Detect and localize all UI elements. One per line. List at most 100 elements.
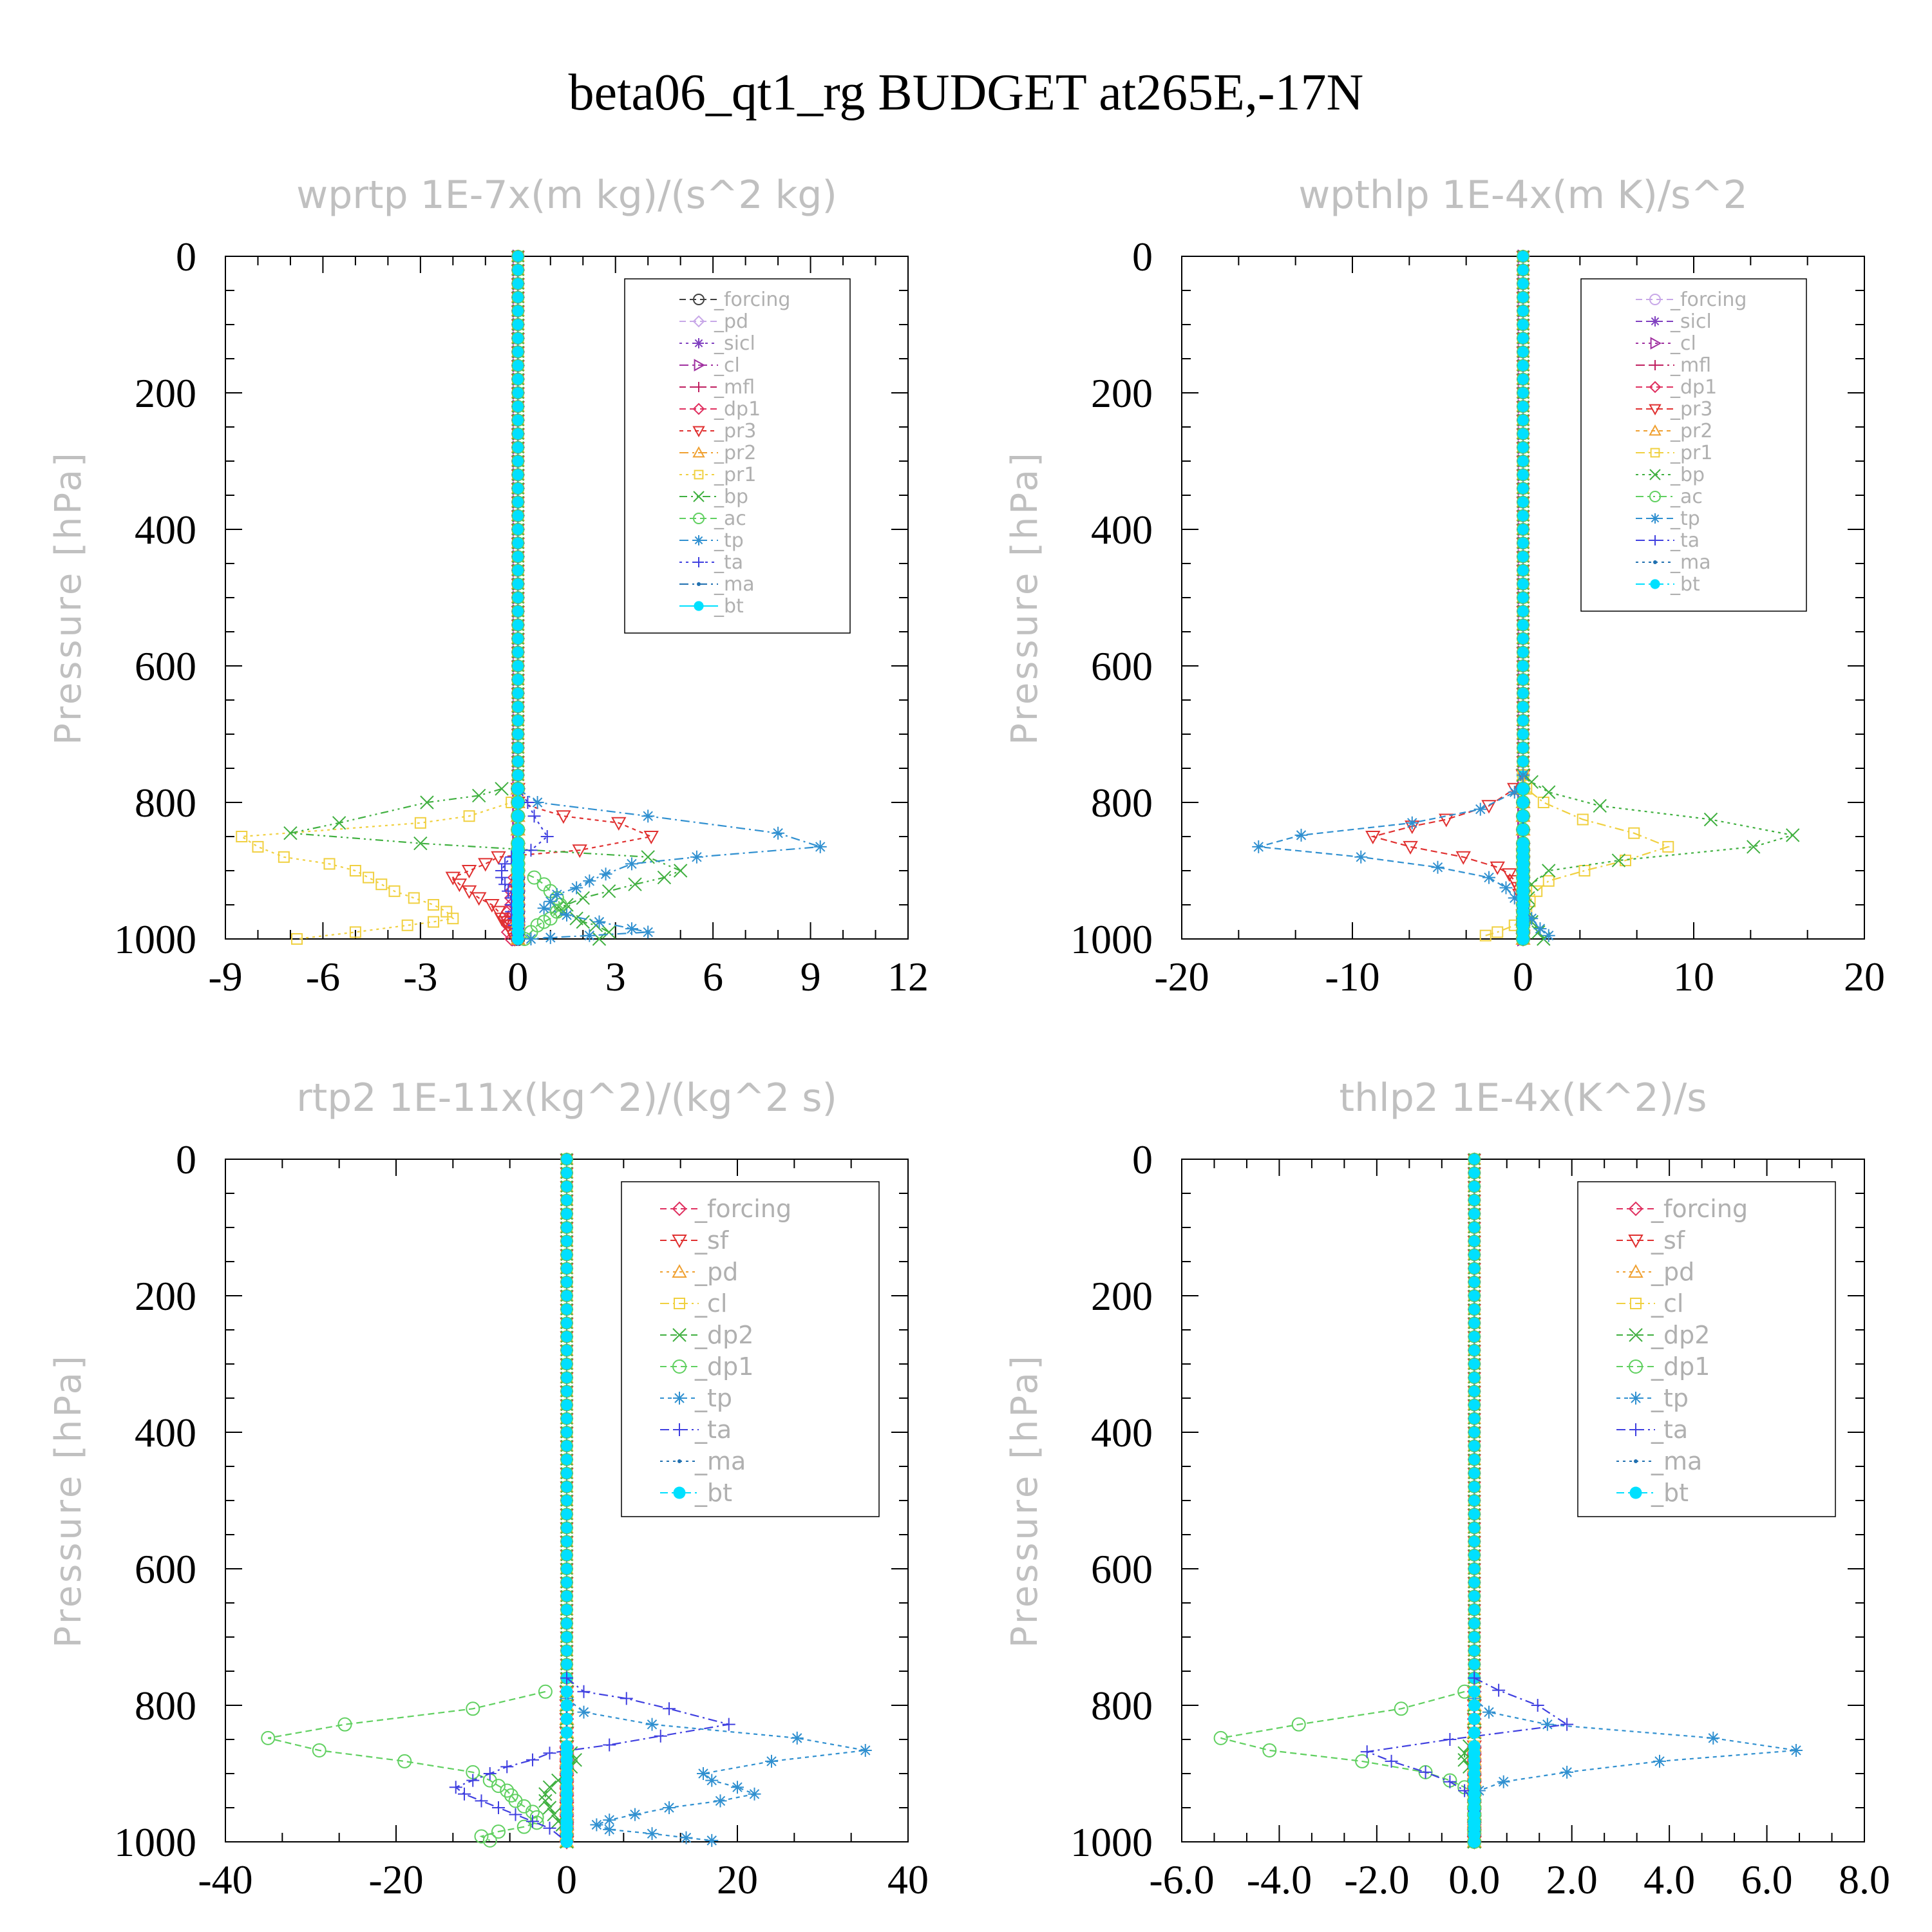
- legend-label: _ta: [714, 551, 743, 574]
- zero-marker: [561, 1468, 573, 1479]
- zero-marker: [512, 387, 524, 399]
- zero-marker: [512, 633, 524, 645]
- zero-marker: [561, 1481, 573, 1493]
- zero-marker: [561, 1385, 573, 1397]
- data-point: [511, 810, 524, 822]
- data-point: [858, 1743, 872, 1757]
- legend-label: _sicl: [714, 332, 755, 355]
- data-point: [447, 913, 459, 925]
- zero-marker: [561, 1508, 573, 1520]
- zero-marker: [1468, 1522, 1480, 1533]
- x-tick-label: 9: [800, 954, 821, 999]
- data-point: [1481, 800, 1497, 814]
- data-point: [629, 1808, 641, 1821]
- legend-label: _bp: [714, 486, 748, 508]
- legend: _forcing_sicl_cl_mfl_dp1_pr3_pr2_pr1_bp_…: [1580, 278, 1807, 612]
- zero-marker: [1517, 728, 1529, 740]
- y-axis-title: Pressure [hPa]: [1004, 450, 1046, 745]
- x-tick-label: -6.0: [1149, 1857, 1214, 1902]
- data-point: [461, 885, 477, 899]
- data-point: [543, 1821, 556, 1835]
- zero-marker: [1468, 1658, 1480, 1670]
- zero-marker: [1517, 578, 1529, 590]
- zero-marker: [1517, 360, 1529, 372]
- zero-marker: [1517, 674, 1529, 685]
- data-point: [420, 795, 434, 810]
- legend-marker: [674, 1298, 685, 1309]
- y-tick-label: 1000: [1070, 916, 1153, 962]
- data-point: [1593, 799, 1607, 813]
- data-point: [542, 1780, 557, 1794]
- data-point: [471, 892, 487, 906]
- zero-marker: [1517, 755, 1529, 767]
- legend-marker: [1650, 579, 1660, 589]
- data-point: [1213, 1730, 1228, 1745]
- zero-marker: [512, 742, 524, 753]
- data-point: [625, 922, 638, 936]
- x-tick-label: 20: [717, 1857, 758, 1902]
- zero-marker: [1468, 1426, 1480, 1438]
- zero-marker: [512, 469, 524, 480]
- zero-marker: [561, 1303, 573, 1315]
- zero-marker: [512, 346, 524, 357]
- data-point: [1497, 1775, 1510, 1788]
- legend-label: _ta: [1670, 529, 1700, 552]
- legend-marker: [697, 582, 701, 586]
- legend-marker: [693, 294, 705, 305]
- data-point: [601, 925, 616, 940]
- data-point: [1468, 1835, 1481, 1848]
- data-point: [511, 782, 524, 795]
- data-point: [572, 844, 587, 858]
- data-point: [641, 925, 655, 939]
- x-tick-label: 3: [605, 954, 626, 999]
- legend-label: _dp1: [694, 1352, 753, 1381]
- zero-marker: [512, 442, 524, 453]
- zero-marker: [561, 1331, 573, 1343]
- data-point: [543, 1747, 556, 1760]
- data-point: [283, 826, 298, 840]
- zero-marker: [512, 619, 524, 630]
- legend-label: _ma: [694, 1447, 746, 1475]
- data-point: [1502, 868, 1517, 882]
- y-tick-label: 200: [1091, 370, 1153, 416]
- data-point: [445, 871, 461, 886]
- data-point: [705, 1774, 719, 1787]
- legend-marker: [677, 1459, 681, 1463]
- data-point: [1443, 1733, 1457, 1746]
- chart-panel-4: thlp2 1E-4x(K^2)/s Pressure [hPa] -6.0 -4.0…: [1004, 1075, 1890, 1902]
- legend-marker: [693, 491, 705, 502]
- y-tick-label: 600: [1091, 643, 1153, 689]
- legend-marker: [694, 557, 704, 567]
- data-point: [511, 933, 524, 945]
- data-point: [603, 1814, 616, 1827]
- zero-marker: [1517, 278, 1529, 289]
- zero-marker: [561, 1618, 573, 1629]
- zero-marker: [1517, 510, 1529, 522]
- y-tick-label: 200: [135, 370, 196, 416]
- y-tick-label: 800: [1091, 1683, 1153, 1728]
- legend-marker: [1628, 1264, 1643, 1278]
- data-point: [590, 1818, 603, 1832]
- legend-marker: [1629, 1392, 1642, 1405]
- zero-marker: [561, 1345, 573, 1356]
- legend-marker: [1629, 1486, 1642, 1499]
- zero-marker: [1468, 1180, 1480, 1192]
- data-point: [1473, 802, 1487, 816]
- zero-marker: [1468, 1167, 1480, 1179]
- zero-marker: [561, 1153, 573, 1165]
- legend-marker: [1629, 1328, 1643, 1342]
- data-point: [252, 840, 264, 853]
- data-point: [475, 1794, 488, 1808]
- data-point: [1790, 1743, 1803, 1757]
- data-point: [497, 916, 513, 930]
- zero-marker: [1468, 1222, 1480, 1233]
- legend-marker: [1629, 1423, 1642, 1436]
- data-point: [413, 836, 428, 851]
- data-point: [1577, 813, 1589, 826]
- legend-label: _mfl: [1670, 354, 1711, 377]
- legend-marker: [1650, 448, 1660, 458]
- data-point: [1540, 1718, 1554, 1731]
- zero-marker: [1468, 1372, 1480, 1383]
- legend-marker: [694, 338, 704, 348]
